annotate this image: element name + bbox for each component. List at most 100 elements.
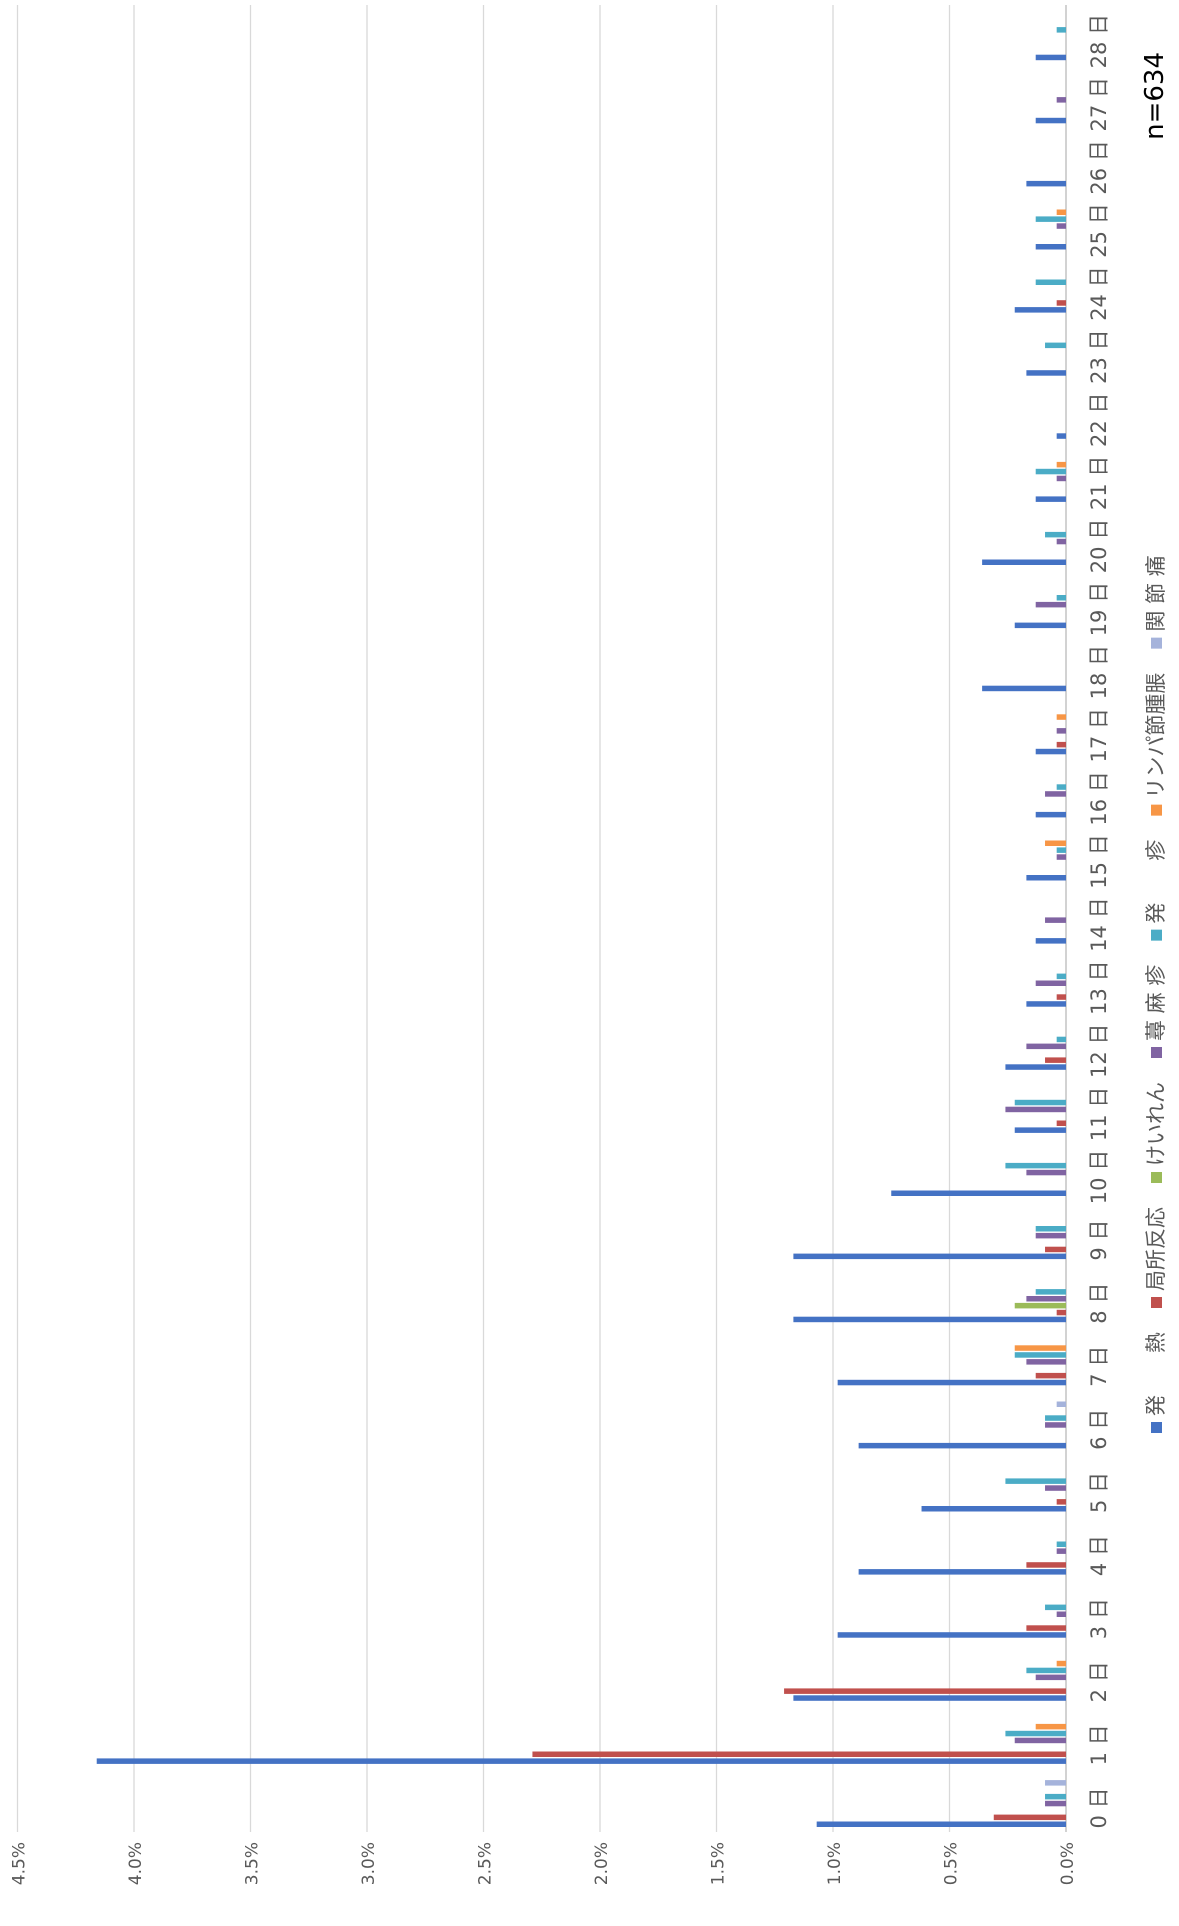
bar-リンパ節腫脹-1 (1035, 1723, 1066, 1730)
bar-発疹-7 (1014, 1352, 1066, 1358)
bar-蕁麻疹-13 (1035, 980, 1066, 986)
category-labels: 0 日 1 日 2 日 3 日 4 日 5 日 6 日 7 日 8 日 9 日 10 日 11 日 12… (1087, 14, 1111, 1829)
bar-発熱-15 (1026, 875, 1066, 881)
x-tick-label: 3.5% (243, 1842, 263, 1885)
bar-発疹-13 (1056, 973, 1066, 980)
category-label: 1 日 (1087, 1724, 1111, 1765)
legend: 発 熱 局所反応 けいれん 蕁 麻 疹 発 疹 リンパ節腫脹 関 節 痛 (1144, 555, 1168, 1433)
bar-発疹-23 (1045, 342, 1066, 349)
legend-swatch (1151, 637, 1162, 649)
bar-蕁麻疹-20 (1056, 538, 1066, 545)
bar-関節痛-0 (1045, 1780, 1066, 1786)
category-label: 10 日 (1087, 1150, 1111, 1204)
bar-発熱-19 (1014, 622, 1066, 629)
category-label: 8 日 (1087, 1283, 1111, 1324)
bar-発疹-15 (1056, 847, 1066, 853)
bar-蕁麻疹-5 (1045, 1485, 1066, 1491)
legend-item-発疹: 発 疹 (1144, 840, 1168, 941)
bar-発疹-24 (1035, 279, 1066, 285)
legend-swatch (1151, 1172, 1162, 1183)
bar-蕁麻疹-17 (1056, 728, 1066, 734)
bar-発熱-28 (1035, 54, 1066, 61)
bar-発熱-5 (921, 1506, 1066, 1512)
bar-発熱-25 (1035, 244, 1066, 250)
bar-局所反応-0 (993, 1814, 1066, 1821)
legend-label: 発 熱 (1144, 1332, 1168, 1416)
bar-局所反応-11 (1056, 1120, 1066, 1126)
category-label: 22 日 (1087, 393, 1111, 447)
bar-発熱-3 (837, 1632, 1066, 1638)
bar-リンパ節腫脹-25 (1056, 209, 1066, 215)
x-tick-label: 0.0% (1058, 1842, 1078, 1885)
category-label: 2 日 (1087, 1661, 1111, 1702)
legend-label: 関 節 痛 (1144, 555, 1168, 631)
bar-発熱-23 (1026, 370, 1066, 376)
category-label: 21 日 (1087, 456, 1111, 510)
legend-item-関節痛: 関 節 痛 (1144, 555, 1168, 649)
legend-label: 局所反応 (1144, 1207, 1168, 1291)
bar-局所反応-9 (1045, 1246, 1066, 1253)
legend-label: リンパ節腫脹 (1144, 673, 1168, 799)
bar-蕁麻疹-11 (1005, 1106, 1066, 1113)
bar-発疹-3 (1045, 1604, 1066, 1611)
bar-局所反応-4 (1026, 1562, 1066, 1568)
sample-size-label: n=634 (1140, 52, 1170, 140)
bar-発疹-10 (1005, 1162, 1066, 1169)
bar-蕁麻疹-15 (1056, 854, 1066, 860)
x-tick-label: 3.0% (359, 1842, 379, 1885)
category-label: 28 日 (1087, 14, 1111, 68)
category-label: 9 日 (1087, 1220, 1111, 1261)
bar-発熱-20 (982, 559, 1066, 565)
bar-発熱-21 (1035, 496, 1066, 502)
bar-局所反応-12 (1045, 1057, 1066, 1063)
category-label: 17 日 (1087, 708, 1111, 762)
bar-蕁麻疹-2 (1035, 1674, 1066, 1681)
legend-swatch (1151, 1047, 1162, 1058)
x-tick-label: 4.0% (126, 1842, 146, 1885)
category-label: 13 日 (1087, 960, 1111, 1014)
category-label: 24 日 (1087, 266, 1111, 320)
legend-swatch (1151, 1297, 1162, 1308)
legend-label: けいれん (1144, 1082, 1168, 1166)
legend-swatch (1151, 929, 1162, 941)
bar-局所反応-5 (1056, 1499, 1066, 1505)
bar-発熱-24 (1014, 307, 1066, 313)
bar-発疹-5 (1005, 1478, 1066, 1484)
bar-発熱-16 (1035, 811, 1066, 818)
bar-けいれん-8 (1014, 1302, 1066, 1309)
gridlines (16, 5, 1067, 1832)
bar-発疹-16 (1056, 784, 1066, 790)
bar-蕁麻疹-8 (1026, 1296, 1066, 1302)
bar-発熱-27 (1035, 117, 1066, 124)
bar-発熱-2 (793, 1695, 1066, 1701)
bar-蕁麻疹-19 (1035, 601, 1066, 608)
category-label: 6 日 (1087, 1409, 1111, 1450)
bar-発疹-8 (1035, 1289, 1066, 1295)
bar-発疹-12 (1056, 1036, 1066, 1043)
bar-局所反応-24 (1056, 300, 1066, 306)
legend-item-けいれん: けいれん (1144, 1082, 1168, 1183)
category-label: 5 日 (1087, 1472, 1111, 1513)
bar-局所反応-1 (532, 1751, 1066, 1757)
bar-リンパ節腫脹-17 (1056, 714, 1066, 720)
category-label: 27 日 (1087, 77, 1111, 131)
bar-関節痛-6 (1056, 1401, 1066, 1407)
category-label: 4 日 (1087, 1535, 1111, 1576)
bar-発熱-13 (1026, 1001, 1066, 1007)
bar-発熱-10 (891, 1190, 1066, 1196)
category-label: 25 日 (1087, 203, 1111, 257)
bar-リンパ節腫脹-2 (1056, 1660, 1066, 1667)
category-label: 18 日 (1087, 645, 1111, 699)
bar-蕁麻疹-12 (1026, 1043, 1066, 1050)
bar-発熱-0 (816, 1821, 1066, 1827)
legend-swatch (1151, 1422, 1162, 1433)
bar-発熱-18 (982, 685, 1066, 692)
bar-局所反応-2 (784, 1688, 1066, 1694)
x-tick-labels: 0.0% 0.5% 1.0% 1.5% 2.0% 2.5% 3.0% 3.5% 4.0% 4.5% (10, 1842, 1079, 1885)
category-label: 0 日 (1087, 1787, 1111, 1828)
bar-リンパ節腫脹-15 (1045, 840, 1066, 846)
bar-蕁麻疹-10 (1026, 1169, 1066, 1176)
category-label: 16 日 (1087, 771, 1111, 825)
bar-発熱-11 (1014, 1127, 1066, 1133)
bar-蕁麻疹-21 (1056, 475, 1066, 482)
